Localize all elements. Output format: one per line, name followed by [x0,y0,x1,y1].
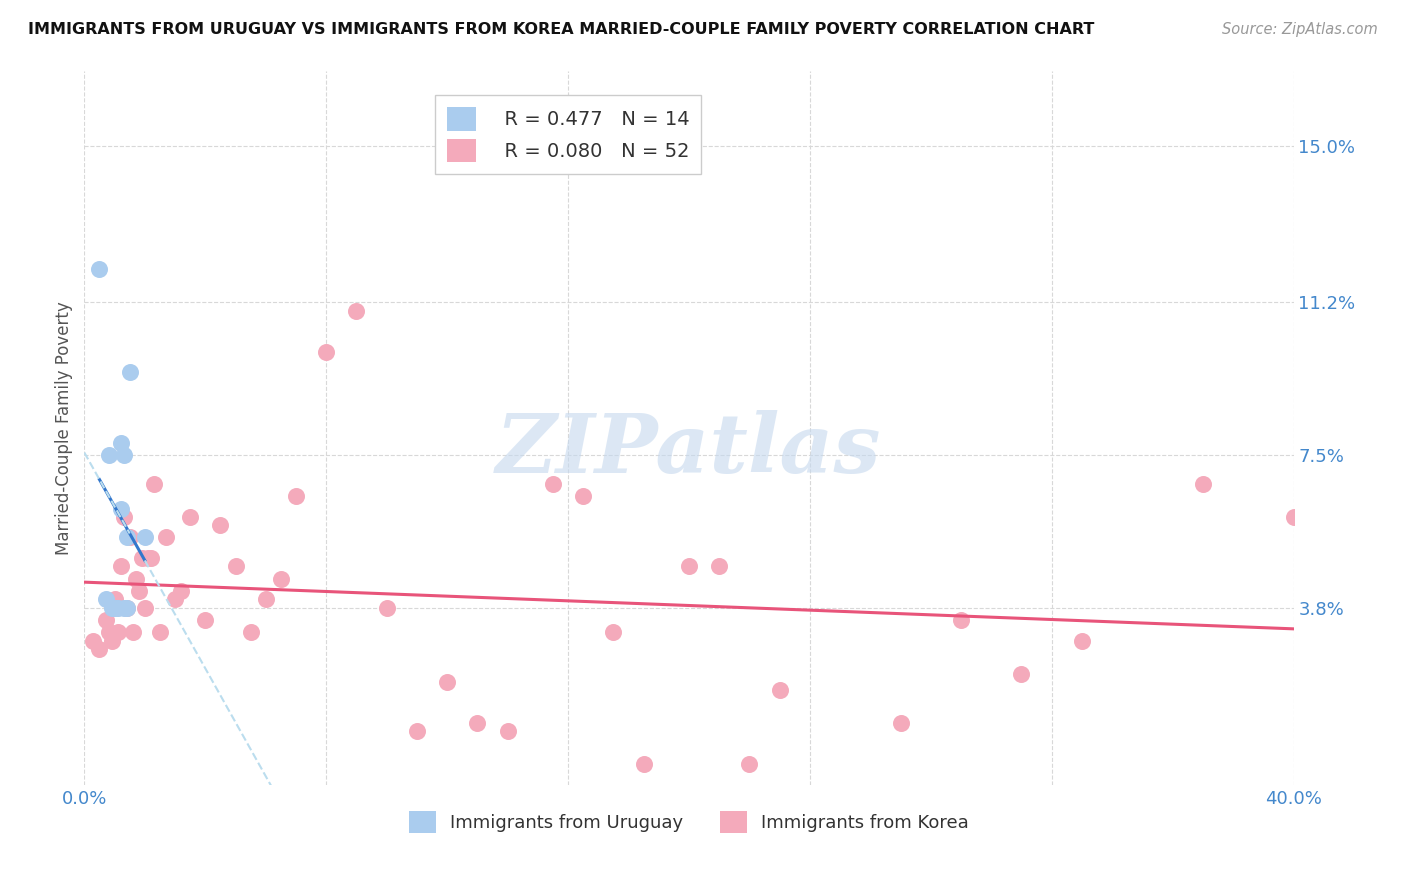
Point [149,625,172,640]
Point [97,625,120,640]
Point [254,592,277,607]
Point [131,551,153,566]
Point [467,716,489,731]
Point [541,476,564,491]
Point [139,551,162,566]
Point [89,641,111,656]
Point [112,448,135,462]
Point [118,366,141,380]
Point [1011,666,1033,681]
Point [110,559,132,574]
Y-axis label: Married-Couple Family Poverty: Married-Couple Family Poverty [55,301,73,555]
Point [179,509,201,524]
Point [136,551,159,566]
Point [633,757,655,772]
Text: IMMIGRANTS FROM URUGUAY VS IMMIGRANTS FROM KOREA MARRIED-COUPLE FAMILY POVERTY C: IMMIGRANTS FROM URUGUAY VS IMMIGRANTS FR… [28,22,1094,37]
Point [121,625,143,640]
Point [128,584,150,599]
Point [1282,509,1305,524]
Point [170,584,193,599]
Point [104,592,127,607]
Point [110,435,132,450]
Point [112,600,135,615]
Point [602,625,624,640]
Point [100,633,122,648]
Point [112,509,135,524]
Point [107,600,129,615]
Point [239,625,262,640]
Point [709,559,731,574]
Point [572,489,595,503]
Legend: Immigrants from Uruguay, Immigrants from Korea: Immigrants from Uruguay, Immigrants from… [402,804,976,840]
Point [890,716,912,731]
Point [270,572,292,586]
Text: Source: ZipAtlas.com: Source: ZipAtlas.com [1222,22,1378,37]
Point [115,531,138,545]
Point [315,344,337,359]
Point [100,600,122,615]
Point [94,613,117,627]
Point [142,476,165,491]
Point [82,633,104,648]
Point [436,674,458,689]
Point [134,600,156,615]
Point [496,724,519,739]
Point [678,559,700,574]
Point [118,531,141,545]
Point [406,724,429,739]
Point [97,448,120,462]
Point [125,572,148,586]
Point [346,303,368,318]
Point [155,531,177,545]
Point [89,262,111,277]
Point [115,600,138,615]
Point [738,757,761,772]
Point [165,592,187,607]
Point [94,592,117,607]
Point [115,600,138,615]
Point [285,489,308,503]
Point [375,600,398,615]
Point [950,613,973,627]
Point [134,531,156,545]
Text: ZIPatlas: ZIPatlas [496,409,882,490]
Point [225,559,247,574]
Point [769,683,792,698]
Point [194,613,217,627]
Point [1192,476,1215,491]
Point [104,600,127,615]
Point [110,501,132,516]
Point [209,518,232,533]
Point [1071,633,1094,648]
Point [107,625,129,640]
